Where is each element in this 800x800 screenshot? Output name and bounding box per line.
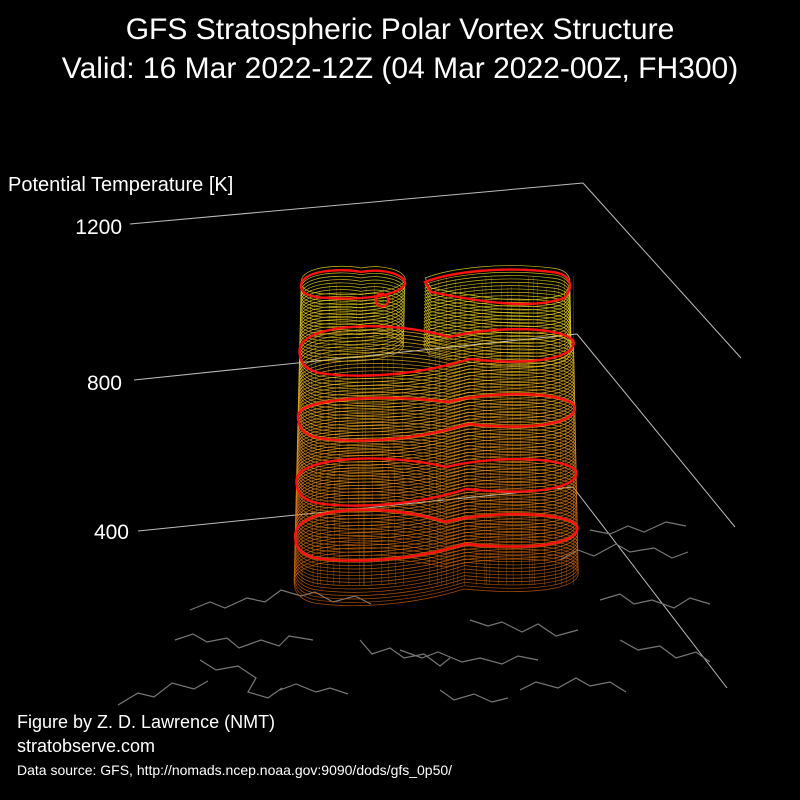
coastline-segment: [599, 593, 711, 609]
axis-line-1200: [129, 182, 584, 225]
contour-ring: [300, 295, 571, 331]
coastline-segment: [559, 543, 689, 561]
contour-ring: [300, 281, 571, 318]
contour-ring: [293, 547, 579, 596]
axis-line-800: [133, 333, 578, 381]
coastline-segment: [199, 659, 283, 699]
contour-ring: [299, 301, 571, 338]
contour-ring: [299, 325, 572, 361]
contour-ring: [294, 532, 579, 583]
contour-ring: [297, 405, 576, 453]
figure-subtitle: Valid: 16 Mar 2022-12Z (04 Mar 2022-00Z,…: [61, 52, 739, 85]
contour-ring: [299, 318, 572, 354]
contour-ring: [300, 288, 571, 324]
coastline-segment: [359, 639, 451, 667]
contour-ring: [299, 315, 572, 351]
highlight-contour: [298, 325, 575, 377]
credit-author: Figure by Z. D. Lawrence (NMT): [17, 712, 276, 732]
surface-stroke: [314, 295, 318, 586]
surface-stroke: [506, 287, 509, 586]
contour-ring: [293, 543, 579, 593]
contour-ring: [294, 539, 579, 590]
surface-stroke: [518, 281, 523, 586]
surface-stroke: [511, 287, 514, 586]
highlight-spiral: [374, 292, 390, 308]
contour-ring: [297, 398, 576, 446]
coastline-segment: [279, 683, 349, 695]
axis-title: Potential Temperature [K]: [8, 174, 234, 196]
coastline-segment: [589, 521, 687, 535]
highlight-contour: [295, 457, 578, 507]
tick-label-400: 400: [93, 521, 129, 544]
highlight-contour: [299, 268, 572, 306]
credit-data-source: Data source: GFS, http://nomads.ncep.noa…: [17, 762, 453, 778]
coastline-segment: [439, 689, 509, 703]
contour-ring: [299, 322, 572, 358]
coastline-segment: [519, 677, 627, 693]
figure-title: GFS Stratospheric Polar Vortex Structure: [125, 13, 675, 46]
contour-ring: [300, 278, 571, 314]
box-edge-top: [582, 182, 742, 359]
coastline-map: [117, 521, 711, 706]
surface-stroke: [381, 286, 384, 586]
box-edge-mid: [576, 333, 736, 528]
contour-ring: [300, 285, 571, 321]
tick-label-800: 800: [86, 372, 122, 395]
credit-site: stratobserve.com: [17, 736, 156, 756]
tick-label-1200: 1200: [75, 216, 122, 239]
contour-ring: [293, 558, 579, 606]
contour-ring: [294, 536, 579, 586]
contour-ring: [300, 291, 571, 328]
contour-ring: [293, 551, 579, 600]
box-edge-low: [572, 486, 728, 689]
contour-ring: [293, 554, 579, 603]
highlight-contour: [293, 508, 579, 562]
coastline-segment: [399, 649, 539, 665]
surface-stroke: [481, 280, 486, 586]
highlight-contour: [296, 392, 577, 442]
contour-ring: [297, 411, 576, 460]
vortex-isosurface: [293, 265, 579, 606]
coastline-segment: [469, 619, 579, 637]
surface-stroke: [489, 277, 493, 586]
coastline-segment: [619, 639, 711, 663]
coastline-segment: [117, 680, 209, 706]
contour-ring: [297, 401, 576, 450]
coastline-segment: [189, 589, 372, 611]
coastline-segment: [174, 633, 314, 649]
surface-stroke: [563, 277, 567, 586]
contour-ring: [297, 408, 576, 456]
contour-ring: [299, 332, 572, 368]
contour-ring: [294, 528, 579, 580]
